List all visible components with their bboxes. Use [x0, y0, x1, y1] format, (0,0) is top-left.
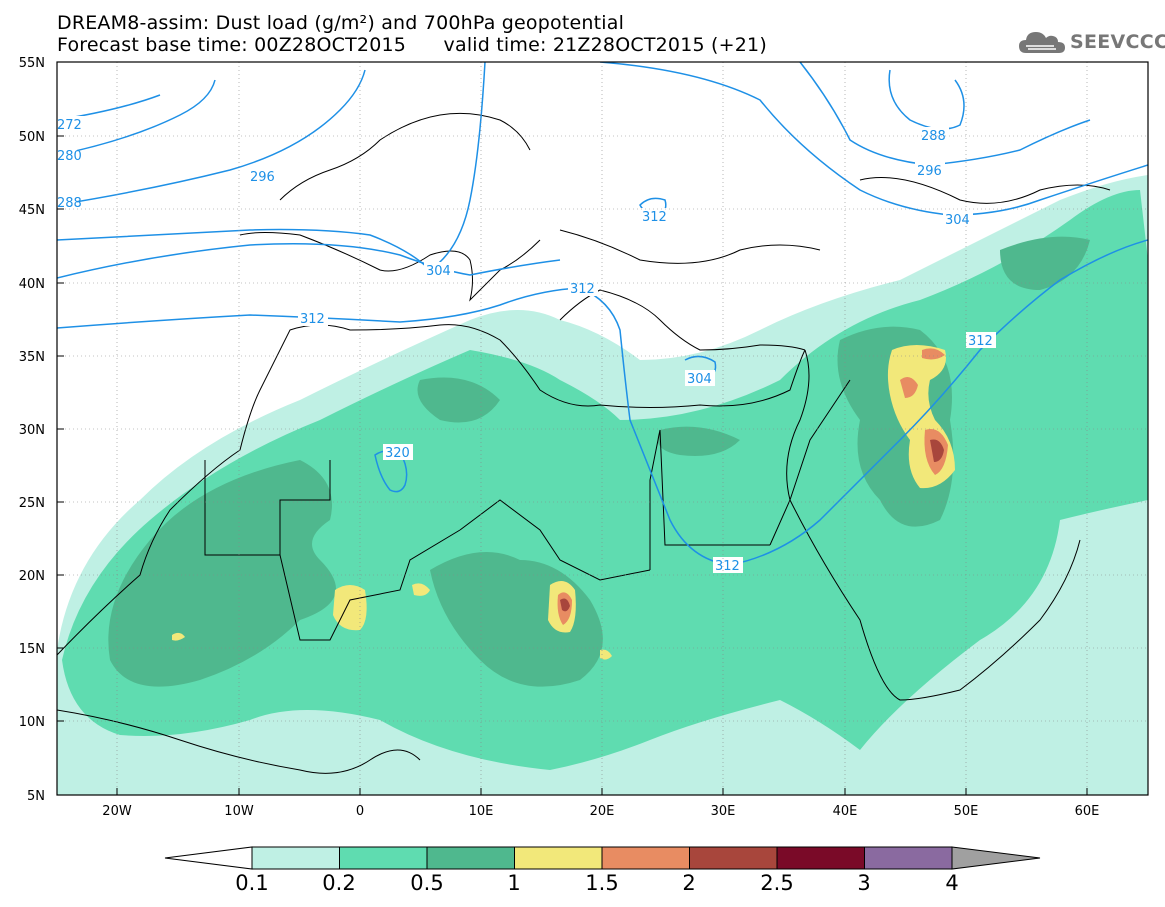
lat-label: 15N — [19, 642, 45, 657]
colorbar-over-arrow — [951, 846, 1041, 870]
lon-label: 30E — [711, 804, 736, 819]
cloud-icon — [1019, 32, 1065, 53]
latitude-labels: 55N 50N 45N 40N 35N 30N 25N 20N 15N 10N … — [19, 56, 45, 804]
colorbar-swatch — [514, 846, 603, 870]
colorbar-label: 2.5 — [760, 871, 794, 895]
contour-label: 296 — [917, 164, 942, 179]
ticks — [57, 61, 1088, 796]
contour-label: 320 — [385, 446, 410, 461]
contour-label: 304 — [426, 264, 451, 279]
lon-label: 10W — [224, 804, 254, 819]
lon-label: 0 — [356, 804, 364, 819]
longitude-labels: 20W 10W 0 10E 20E 30E 40E 50E 60E — [102, 804, 1099, 819]
colorbar-label: 1 — [507, 871, 521, 895]
dust-level-0-5 — [108, 460, 336, 687]
dust-level-1 — [333, 585, 367, 631]
lon-label: 20W — [102, 804, 132, 819]
contour-label: 312 — [968, 334, 993, 349]
colorbar-label: 3 — [857, 871, 871, 895]
contour-label: 312 — [642, 210, 667, 225]
colorbar-swatch — [339, 846, 428, 870]
contour-label: 280 — [57, 149, 82, 164]
lat-label: 45N — [19, 203, 45, 218]
colorbar-swatch — [251, 846, 340, 870]
colorbar-label: 0.5 — [410, 871, 444, 895]
map-subtitle: Forecast base time: 00Z28OCT2015 valid t… — [57, 35, 767, 55]
valid-time: valid time: 21Z28OCT2015 (+21) — [443, 34, 767, 56]
colorbar-swatch — [776, 846, 865, 870]
colorbar — [164, 846, 1041, 870]
contour-label: 304 — [687, 372, 712, 387]
colorbar-swatch — [601, 846, 690, 870]
contour-label: 312 — [300, 312, 325, 327]
colorbar-label: 0.2 — [322, 871, 356, 895]
lon-label: 10E — [469, 804, 494, 819]
seevccc-logo: SEEVCCC — [1018, 28, 1165, 56]
lat-label: 25N — [19, 496, 45, 511]
lat-label: 50N — [19, 130, 45, 145]
dust-fields — [57, 175, 1148, 795]
coastlines — [57, 112, 1111, 774]
lat-label: 30N — [19, 423, 45, 438]
contour-label: 288 — [57, 196, 82, 211]
contour-label-group: 272 280 288 296 304 312 312 304 312 320 … — [55, 116, 996, 574]
lat-label: 20N — [19, 569, 45, 584]
colorbar-swatch — [864, 846, 953, 870]
colorbar-swatch — [689, 846, 778, 870]
lat-label: 35N — [19, 350, 45, 365]
lat-label: 10N — [19, 715, 45, 730]
map-title: DREAM8-assim: Dust load (g/m²) and 700hP… — [57, 12, 625, 34]
contour-label: 312 — [715, 559, 740, 574]
logo-text: SEEVCCC — [1070, 31, 1165, 53]
lat-label: 55N — [19, 56, 45, 71]
contour-label: 296 — [250, 170, 275, 185]
lon-label: 50E — [954, 804, 979, 819]
colorbar-label: 0.1 — [235, 871, 269, 895]
contour-label: 288 — [921, 129, 946, 144]
lon-label: 20E — [590, 804, 615, 819]
lat-label: 40N — [19, 277, 45, 292]
lon-label: 40E — [833, 804, 858, 819]
contour-label: 312 — [570, 282, 595, 297]
lat-label: 5N — [27, 789, 45, 804]
colorbar-label: 2 — [682, 871, 696, 895]
contour-label: 304 — [945, 213, 970, 228]
colorbar-label: 4 — [945, 871, 959, 895]
colorbar-label: 1.5 — [585, 871, 619, 895]
colorbar-swatch — [426, 846, 515, 870]
base-time: Forecast base time: 00Z28OCT2015 — [57, 34, 407, 56]
dust-level-2 — [560, 598, 570, 612]
lon-label: 60E — [1075, 804, 1100, 819]
colorbar-under-arrow — [164, 846, 253, 870]
contour-label: 272 — [57, 118, 82, 133]
